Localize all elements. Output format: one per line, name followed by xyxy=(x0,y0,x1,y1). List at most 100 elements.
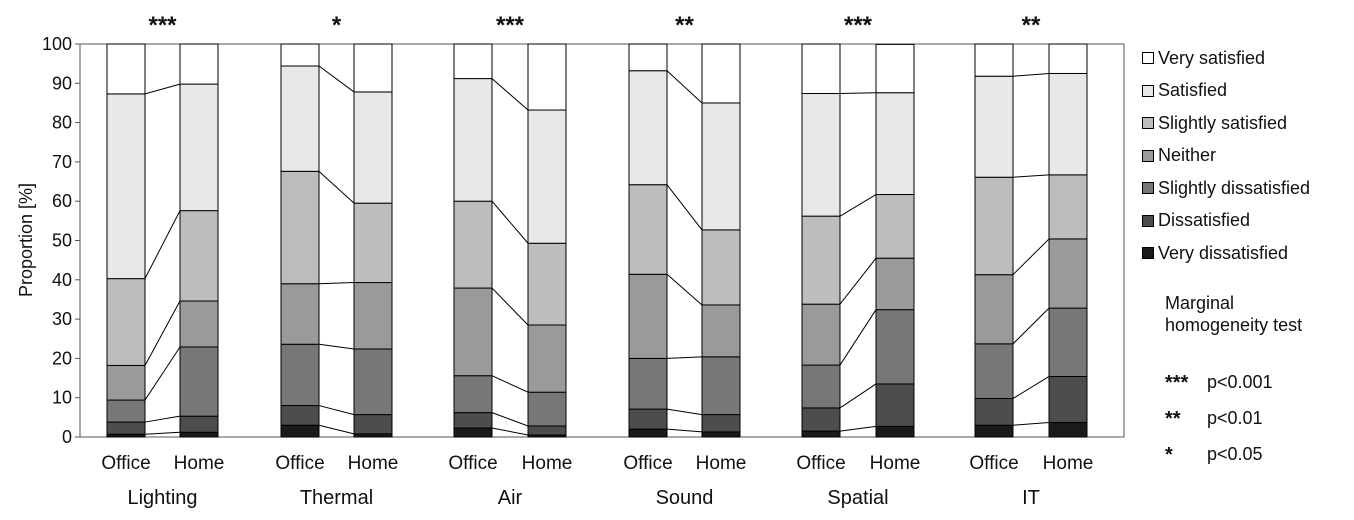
significance-key-label: p<0.05 xyxy=(1207,444,1263,464)
test-note: Marginal homogeneity test xyxy=(1165,293,1303,335)
legend-item: Dissatisfied xyxy=(1142,205,1352,238)
bar-segment xyxy=(701,431,741,438)
connector-line xyxy=(1012,238,1050,276)
bar-segment xyxy=(801,430,841,438)
connector-line xyxy=(839,383,877,409)
connector-line xyxy=(144,300,181,366)
legend-item: Neither xyxy=(1142,140,1352,173)
legend-label: Very satisfied xyxy=(1158,47,1266,68)
x-tick-label: Home xyxy=(522,453,573,474)
legend-item: Slightly dissatisfied xyxy=(1142,172,1352,205)
bar-segment xyxy=(628,43,668,72)
bar-segment xyxy=(179,415,219,433)
legend-swatch xyxy=(1142,52,1154,65)
y-tick-label: 70 xyxy=(52,152,72,172)
connector-line xyxy=(666,428,703,433)
legend-label: Satisfied xyxy=(1158,80,1228,101)
connector-line xyxy=(318,170,355,204)
y-tick-label: 10 xyxy=(52,388,72,408)
group-label: IT xyxy=(1022,487,1040,509)
bar-segment xyxy=(280,343,320,407)
y-tick-label: 60 xyxy=(52,191,72,211)
bar-segment xyxy=(701,43,741,104)
bar-segment xyxy=(453,287,493,377)
bar-segment xyxy=(106,278,146,366)
bar-segment xyxy=(179,83,219,212)
bar-segment xyxy=(974,75,1014,178)
bar-segment xyxy=(353,43,393,93)
bar-segment xyxy=(974,176,1014,276)
connector-line xyxy=(839,92,877,95)
legend-swatch xyxy=(1142,182,1154,195)
significance-key-stars: ** xyxy=(1165,408,1181,430)
bar-segment xyxy=(280,43,320,67)
legend-label: Neither xyxy=(1158,145,1217,166)
bar-segment xyxy=(701,414,741,433)
significance-key-label: p<0.01 xyxy=(1207,408,1263,428)
bar-segment xyxy=(179,43,219,85)
x-tick-label: Office xyxy=(275,453,324,474)
bar-segment xyxy=(628,184,668,275)
bar-segment xyxy=(453,412,493,429)
x-tick-label: Office xyxy=(969,453,1018,474)
bar-segment xyxy=(875,43,915,94)
y-tick-label: 20 xyxy=(52,348,72,368)
bar-segment xyxy=(527,43,567,111)
connector-line xyxy=(318,65,355,93)
legend-swatch xyxy=(1142,84,1154,97)
bar-segment xyxy=(875,257,915,311)
significance-key-label: p<0.001 xyxy=(1207,372,1273,392)
bar-segment xyxy=(1048,238,1088,309)
y-tick-label: 90 xyxy=(52,73,72,93)
bar-segment xyxy=(801,364,841,409)
bar-segment xyxy=(974,274,1014,345)
bar-segment xyxy=(527,425,567,436)
plot-area: 0 10 20 30 40 50 60 70 80 90 100 Office Home Lighting… xyxy=(42,12,1125,509)
legend-item: Slightly satisfied xyxy=(1142,107,1352,140)
bar-segment xyxy=(353,282,393,350)
legend-label: Dissatisfied xyxy=(1158,210,1251,231)
bar-segment xyxy=(527,109,567,244)
group-label: Air xyxy=(498,487,523,509)
bar-segment xyxy=(106,421,146,435)
bar-segment xyxy=(801,93,841,217)
x-tick-label: Office xyxy=(448,453,497,474)
y-tick-label: 40 xyxy=(52,270,72,290)
connector-line xyxy=(491,200,529,244)
bar-segment xyxy=(701,229,741,306)
x-tick-label: Home xyxy=(870,453,921,474)
legend-swatch xyxy=(1142,214,1154,227)
bar-segment xyxy=(974,43,1014,77)
y-tick-label: 0 xyxy=(62,427,72,447)
bar-segment xyxy=(875,92,915,196)
bar-segment xyxy=(527,324,567,393)
connector-line xyxy=(839,257,877,305)
bar-segment xyxy=(453,43,493,80)
bar-segment xyxy=(628,428,668,438)
bar-segment xyxy=(801,303,841,366)
bar-segment xyxy=(179,346,219,417)
legend-label: Slightly dissatisfied xyxy=(1158,177,1311,198)
y-tick-label: 30 xyxy=(52,309,72,329)
bar-segment xyxy=(875,309,915,385)
connector-line xyxy=(144,431,181,435)
x-tick-label: Office xyxy=(623,453,672,474)
bar-segment xyxy=(628,408,668,430)
bar-segment xyxy=(106,93,146,280)
bar-segment xyxy=(974,397,1014,426)
bar-segment xyxy=(353,202,393,284)
significance-key-row: ** p<0.01 xyxy=(1165,408,1263,431)
bar-segment xyxy=(875,383,915,427)
x-tick-label: Home xyxy=(1043,453,1094,474)
x-tick-label: Home xyxy=(174,453,225,474)
bar-segment xyxy=(280,170,320,285)
bar-segment xyxy=(179,210,219,302)
significance-key-stars: * xyxy=(1165,444,1173,466)
significance-key-row: *** p<0.001 xyxy=(1165,372,1273,395)
connector-line xyxy=(144,415,181,423)
legend-item: Very satisfied xyxy=(1142,42,1352,75)
connector-line xyxy=(1012,307,1050,345)
bar-segment xyxy=(106,399,146,423)
significance-stars: ** xyxy=(675,12,694,39)
